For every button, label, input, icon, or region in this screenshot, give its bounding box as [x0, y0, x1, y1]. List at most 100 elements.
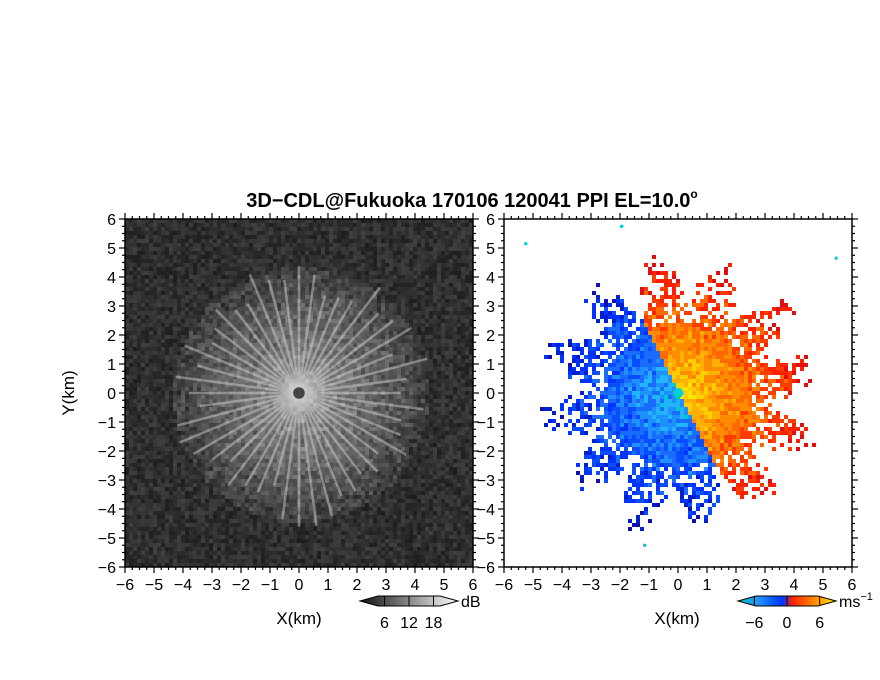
reflectivity-cell	[193, 311, 197, 315]
reflectivity-cell	[361, 411, 365, 415]
reflectivity-cell	[145, 423, 149, 427]
reflectivity-cell	[377, 307, 381, 311]
reflectivity-cell	[257, 359, 261, 363]
reflectivity-cell	[317, 311, 321, 315]
reflectivity-cell	[281, 347, 285, 351]
reflectivity-cell	[221, 279, 225, 283]
reflectivity-cell	[313, 219, 317, 223]
reflectivity-cell	[233, 375, 237, 379]
reflectivity-cell	[441, 315, 445, 319]
reflectivity-cell	[417, 287, 421, 291]
reflectivity-cell	[221, 415, 225, 419]
reflectivity-cell	[277, 331, 281, 335]
reflectivity-cell	[425, 443, 429, 447]
reflectivity-cell	[281, 423, 285, 427]
reflectivity-cell	[377, 323, 381, 327]
reflectivity-cell	[137, 435, 141, 439]
reflectivity-cell	[305, 307, 309, 311]
reflectivity-cell	[417, 327, 421, 331]
reflectivity-cell	[337, 367, 341, 371]
reflectivity-cell	[129, 435, 133, 439]
reflectivity-cell	[413, 227, 417, 231]
reflectivity-cell	[433, 431, 437, 435]
reflectivity-cell	[233, 279, 237, 283]
reflectivity-cell	[265, 299, 269, 303]
reflectivity-cell	[353, 363, 357, 367]
reflectivity-cell	[205, 427, 209, 431]
reflectivity-cell	[225, 355, 229, 359]
reflectivity-cell	[429, 327, 433, 331]
reflectivity-cell	[353, 247, 357, 251]
reflectivity-cell	[249, 271, 253, 275]
reflectivity-cell	[421, 379, 425, 383]
reflectivity-cell	[325, 363, 329, 367]
reflectivity-cell	[365, 351, 369, 355]
reflectivity-cell	[313, 267, 317, 271]
reflectivity-cell	[209, 223, 213, 227]
reflectivity-cell	[425, 355, 429, 359]
reflectivity-cell	[173, 435, 177, 439]
reflectivity-cell	[237, 231, 241, 235]
reflectivity-cell	[285, 283, 289, 287]
reflectivity-cell	[157, 263, 161, 267]
reflectivity-cell	[193, 443, 197, 447]
reflectivity-cell	[169, 327, 173, 331]
reflectivity-cell	[313, 359, 317, 363]
reflectivity-cell	[233, 235, 237, 239]
reflectivity-cell	[193, 415, 197, 419]
reflectivity-cell	[361, 223, 365, 227]
reflectivity-cell	[421, 387, 425, 391]
reflectivity-cell	[329, 243, 333, 247]
reflectivity-cell	[173, 383, 177, 387]
reflectivity-cell	[425, 379, 429, 383]
reflectivity-cell	[257, 279, 261, 283]
reflectivity-cell	[421, 291, 425, 295]
reflectivity-cell	[353, 355, 357, 359]
reflectivity-cell	[385, 303, 389, 307]
reflectivity-cell	[465, 355, 469, 359]
reflectivity-cell	[401, 431, 405, 435]
reflectivity-cell	[145, 391, 149, 395]
reflectivity-cell	[301, 259, 305, 263]
reflectivity-cell	[233, 327, 237, 331]
reflectivity-cell	[193, 367, 197, 371]
reflectivity-cell	[285, 251, 289, 255]
reflectivity-cell	[273, 415, 277, 419]
reflectivity-cell	[165, 431, 169, 435]
reflectivity-cell	[141, 311, 145, 315]
reflectivity-cell	[205, 223, 209, 227]
reflectivity-cell	[421, 299, 425, 303]
reflectivity-cell	[157, 347, 161, 351]
reflectivity-cell	[233, 271, 237, 275]
reflectivity-cell	[437, 443, 441, 447]
reflectivity-cell	[417, 439, 421, 443]
reflectivity-cell	[405, 267, 409, 271]
reflectivity-cell	[269, 219, 273, 223]
reflectivity-cell	[273, 407, 277, 411]
reflectivity-cell	[149, 351, 153, 355]
reflectivity-cell	[361, 395, 365, 399]
reflectivity-cell	[149, 279, 153, 283]
reflectivity-cell	[125, 379, 129, 383]
reflectivity-cell	[409, 379, 413, 383]
reflectivity-cell	[217, 235, 221, 239]
reflectivity-cell	[181, 231, 185, 235]
reflectivity-cell	[353, 279, 357, 283]
reflectivity-cell	[357, 411, 361, 415]
reflectivity-cell	[141, 359, 145, 363]
reflectivity-cell	[357, 271, 361, 275]
reflectivity-cell	[401, 407, 405, 411]
reflectivity-cell	[457, 411, 461, 415]
reflectivity-cell	[453, 351, 457, 355]
reflectivity-cell	[457, 431, 461, 435]
reflectivity-cell	[149, 291, 153, 295]
reflectivity-cell	[145, 239, 149, 243]
reflectivity-cell	[389, 247, 393, 251]
reflectivity-cell	[257, 315, 261, 319]
reflectivity-cell	[205, 331, 209, 335]
reflectivity-cell	[201, 235, 205, 239]
reflectivity-cell	[409, 283, 413, 287]
reflectivity-cell	[293, 279, 297, 283]
reflectivity-cell	[325, 275, 329, 279]
reflectivity-cell	[285, 435, 289, 439]
